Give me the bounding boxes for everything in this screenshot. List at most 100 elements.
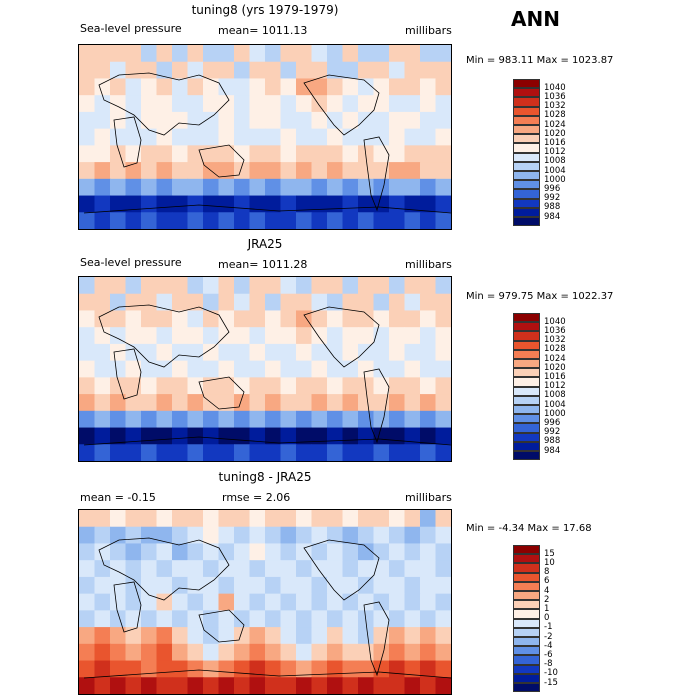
field-cell [249,293,266,312]
field-cell [110,310,127,328]
field-cell [141,78,158,96]
field-cell [172,195,189,213]
field-cell [141,293,158,312]
field-cell [218,95,235,113]
field-cell [110,162,127,180]
field-cell [420,377,437,395]
field-cell [141,410,158,429]
field-cell [156,427,173,445]
field-cell [435,510,451,528]
field-cell [94,643,111,662]
field-cell [265,394,282,412]
field-cell [141,526,158,545]
field-cell [296,178,313,197]
colorbar-box [513,88,540,98]
field-cell [327,178,344,197]
field-cell [218,444,235,461]
field-cell [156,677,173,694]
field-cell [342,162,359,180]
field-cell [234,310,251,328]
field-cell [249,627,266,645]
field-cell [187,343,204,362]
field-cell [296,576,313,595]
field-cell [296,444,313,461]
field-cell [342,560,359,578]
field-cell [218,277,235,295]
field-cell [156,360,173,378]
field-cell [373,45,390,63]
field-cell [249,128,266,146]
field-cell [156,444,173,461]
field-cell [187,643,204,662]
field-cell [110,377,127,395]
field-cell [327,195,344,213]
coastline [98,537,230,601]
field-cell [141,178,158,197]
field-cell [125,510,142,528]
field-cell [125,195,142,213]
field-cell [79,162,96,180]
field-cell [249,111,266,130]
field-cell [110,45,127,63]
colorbar-label: 1036 [544,325,566,336]
field-cell [296,543,313,561]
field-cell [249,543,266,561]
field-cell [94,327,111,345]
field-cell [296,510,313,528]
field-cell [296,377,313,395]
field-cell [110,212,127,229]
field-cell [389,543,406,561]
field-cell [389,95,406,113]
field-cell [94,212,111,229]
field-cell [296,427,313,445]
field-cell [342,310,359,328]
field-cell [373,410,390,429]
field-cell [79,543,96,561]
field-cell [296,343,313,362]
coastline [363,136,390,212]
colorbar-box [513,207,540,217]
field-cell [218,128,235,146]
field-cell [404,195,421,213]
field-cell [203,343,220,362]
field-cell [187,212,204,229]
colorbar-label: 1016 [544,371,566,382]
colorbar-label: -8 [544,659,553,670]
field-cell [280,128,297,146]
field-cell [94,610,111,628]
field-cell [311,145,328,163]
field-cell [435,293,451,312]
field-cell [389,560,406,578]
field-cell [110,510,127,528]
field-cell [79,212,96,229]
field-cell [296,660,313,678]
field-cell [358,327,375,345]
field-cell [172,78,189,96]
field-cell [203,45,220,63]
field-cell [203,543,220,561]
colorbar-box [513,125,540,135]
field-cell [110,178,127,197]
field-cell [265,510,282,528]
field-cell [94,560,111,578]
field-cell [156,510,173,528]
field-cell [311,212,328,229]
field-cell [110,195,127,213]
field-cell [125,427,142,445]
field-cell [265,178,282,197]
field-cell [389,394,406,412]
colorbar-box [513,414,540,424]
colorbar-label: 1036 [544,91,566,102]
field-cell [125,277,142,295]
field-cell [156,178,173,197]
colorbar-box [513,134,540,144]
field-cell [342,61,359,80]
field-cell [187,660,204,678]
colorbar-box [513,637,540,647]
field-cell [280,610,297,628]
colorbar-label: 988 [544,202,561,213]
field-cell [249,677,266,694]
field-cell [234,277,251,295]
field-cell [172,293,189,312]
field-cell [373,327,390,345]
